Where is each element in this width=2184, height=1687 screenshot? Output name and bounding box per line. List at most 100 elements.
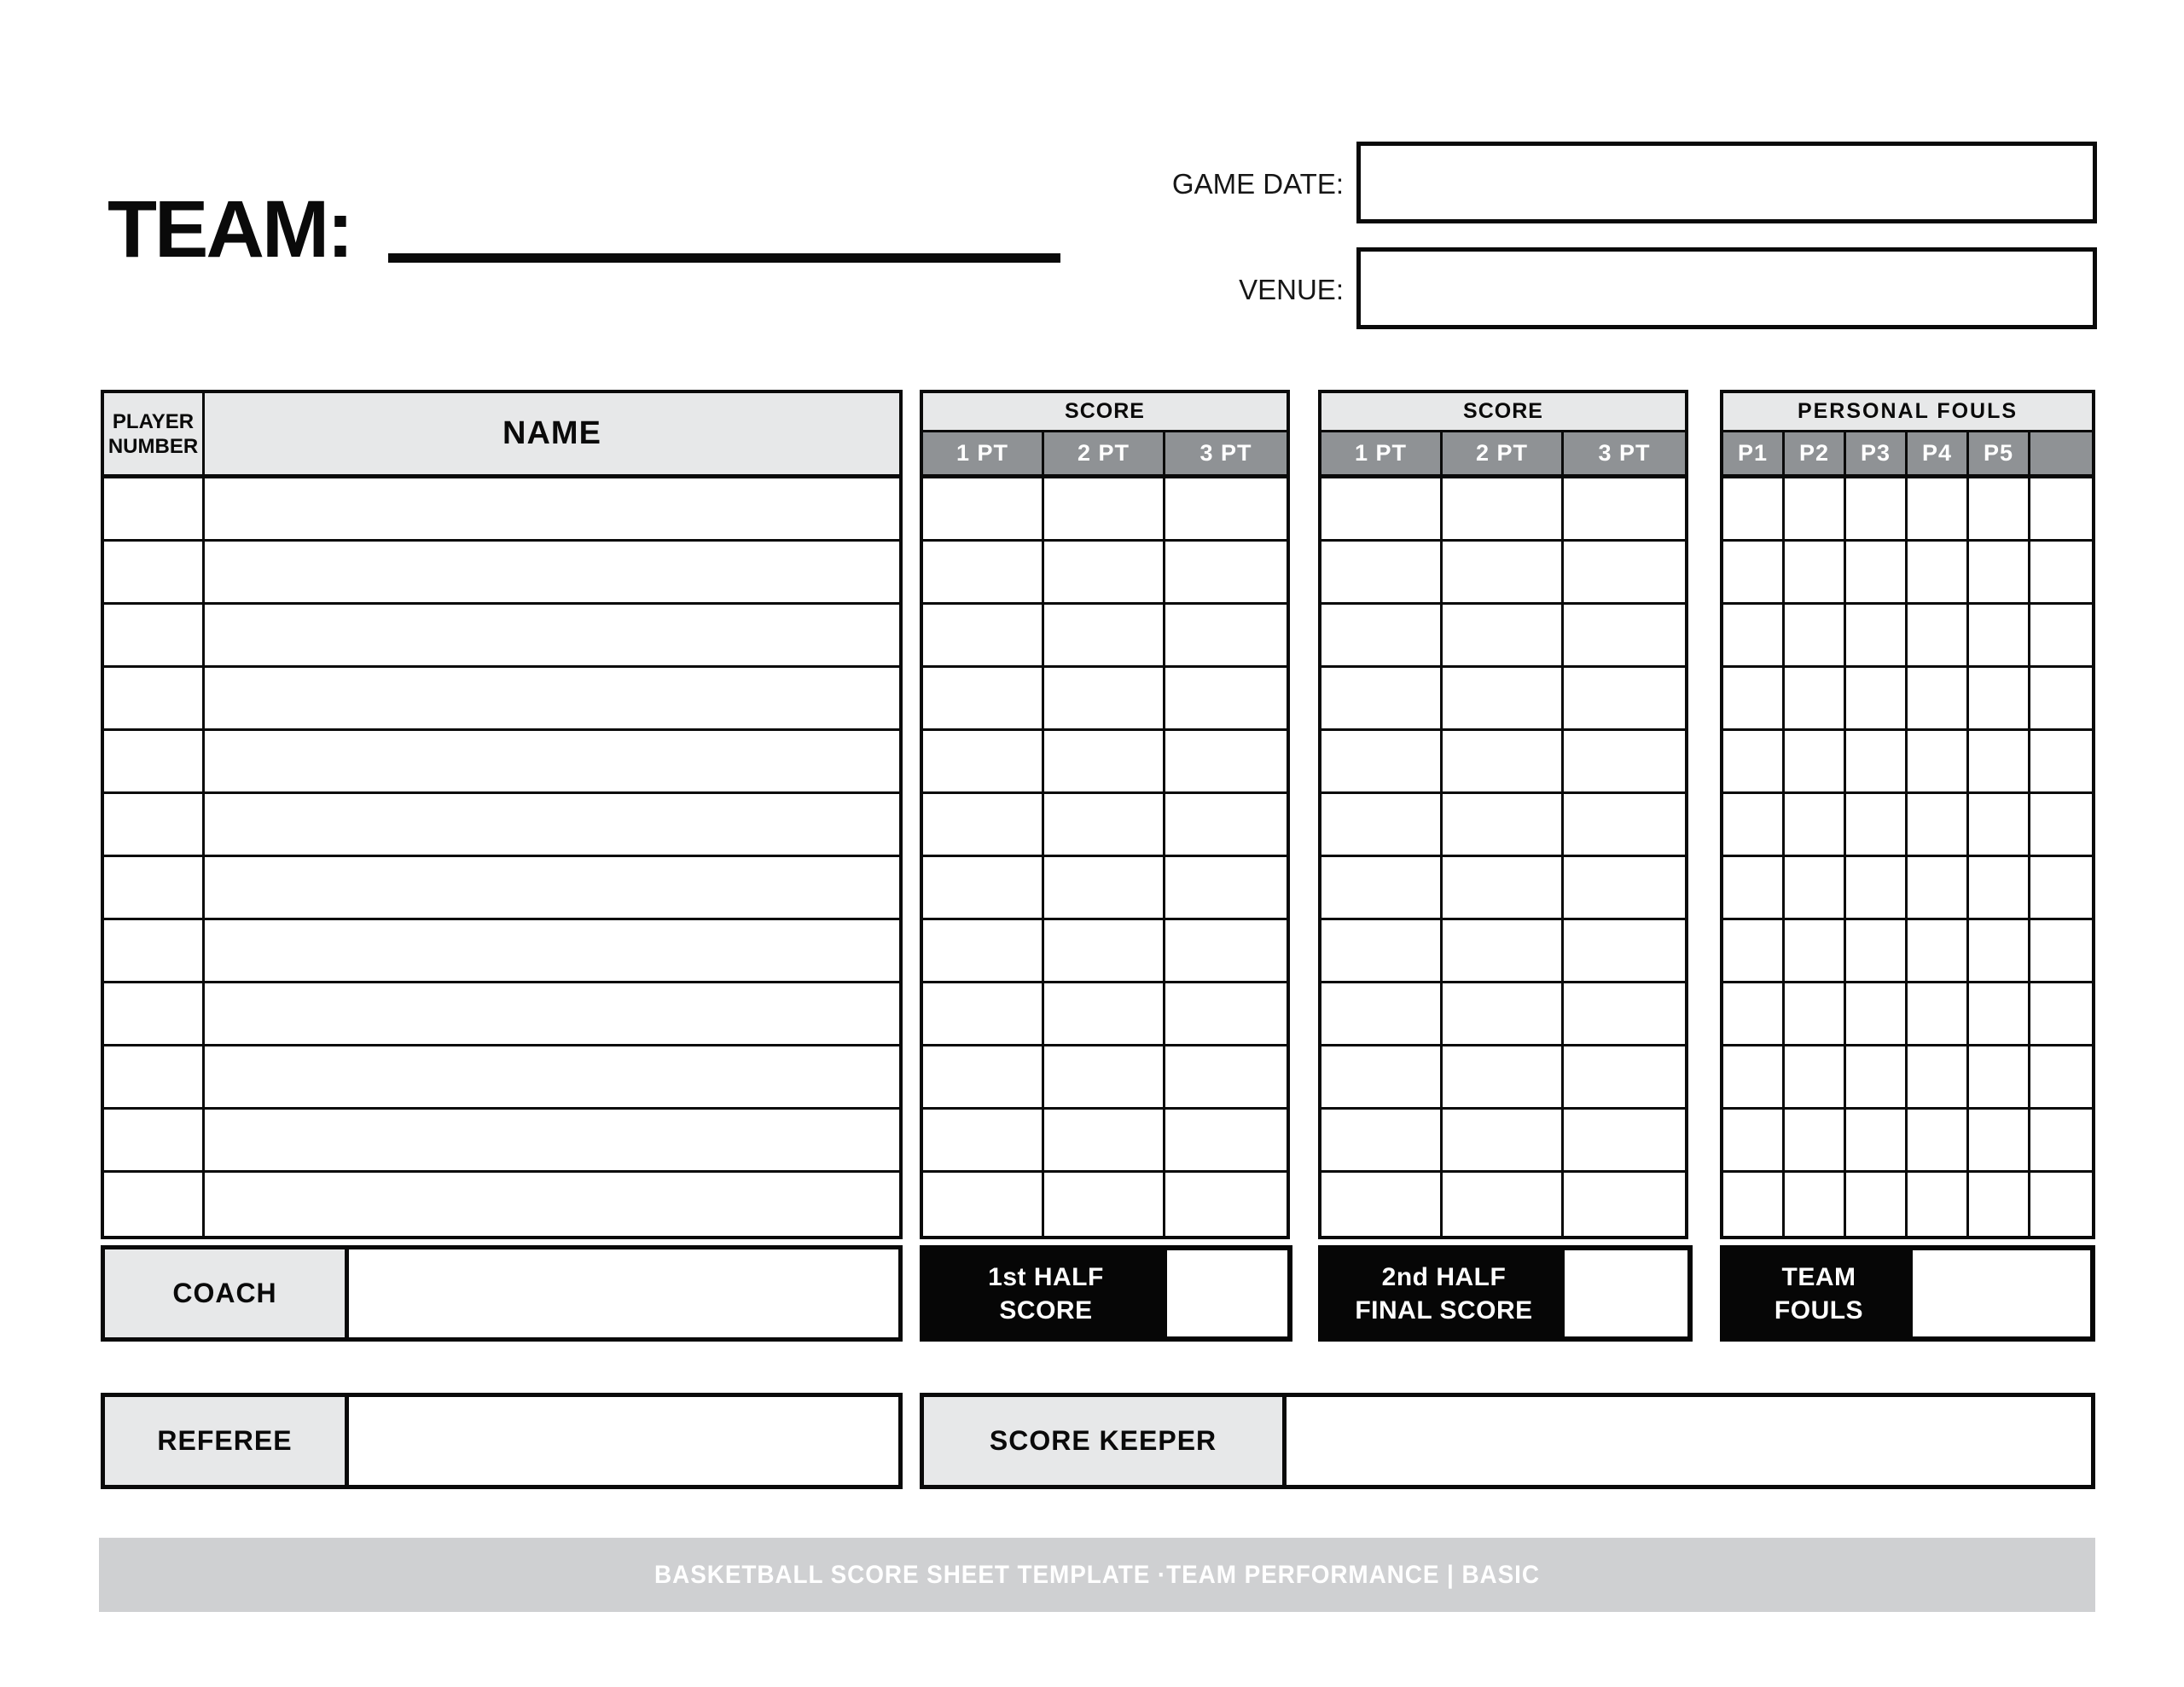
foul-cell[interactable] (1785, 731, 1846, 794)
venue-input[interactable] (1356, 247, 2097, 329)
foul-cell[interactable] (1723, 1046, 1785, 1110)
foul-cell[interactable] (1723, 478, 1785, 542)
score-cell[interactable] (923, 1110, 1044, 1173)
foul-cell[interactable] (1908, 668, 1969, 731)
player-number-cell[interactable] (104, 1173, 205, 1236)
foul-cell[interactable] (1723, 1110, 1785, 1173)
foul-cell[interactable] (1908, 1173, 1969, 1236)
score-cell[interactable] (923, 983, 1044, 1046)
player-number-cell[interactable] (104, 983, 205, 1046)
foul-cell[interactable] (1969, 478, 2030, 542)
score-cell[interactable] (1165, 1046, 1287, 1110)
foul-cell[interactable] (1785, 857, 1846, 920)
foul-cell[interactable] (2030, 605, 2092, 668)
score-cell[interactable] (1165, 731, 1287, 794)
score-cell[interactable] (1044, 857, 1165, 920)
foul-cell[interactable] (2030, 794, 2092, 857)
score-cell[interactable] (923, 794, 1044, 857)
foul-cell[interactable] (1846, 983, 1908, 1046)
foul-cell[interactable] (1969, 794, 2030, 857)
foul-cell[interactable] (1785, 920, 1846, 983)
score-cell[interactable] (1165, 1173, 1287, 1236)
foul-cell[interactable] (1969, 605, 2030, 668)
foul-cell[interactable] (1723, 1173, 1785, 1236)
player-number-cell[interactable] (104, 794, 205, 857)
foul-cell[interactable] (1908, 983, 1969, 1046)
score-cell[interactable] (1165, 857, 1287, 920)
score-cell[interactable] (923, 668, 1044, 731)
player-number-cell[interactable] (104, 668, 205, 731)
player-name-cell[interactable] (205, 542, 899, 605)
foul-cell[interactable] (1969, 857, 2030, 920)
score-cell[interactable] (1443, 920, 1564, 983)
foul-cell[interactable] (1723, 983, 1785, 1046)
score-cell[interactable] (1564, 1173, 1685, 1236)
score-cell[interactable] (1564, 478, 1685, 542)
score-cell[interactable] (923, 731, 1044, 794)
player-number-cell[interactable] (104, 1110, 205, 1173)
score-cell[interactable] (1321, 605, 1443, 668)
score-cell[interactable] (1044, 668, 1165, 731)
score-cell[interactable] (923, 478, 1044, 542)
coach-input[interactable] (349, 1249, 898, 1337)
score-cell[interactable] (1044, 731, 1165, 794)
player-name-cell[interactable] (205, 605, 899, 668)
score-cell[interactable] (1564, 605, 1685, 668)
score-cell[interactable] (1321, 542, 1443, 605)
score-cell[interactable] (1044, 1110, 1165, 1173)
foul-cell[interactable] (1846, 605, 1908, 668)
score-cell[interactable] (1044, 605, 1165, 668)
score-cell[interactable] (1321, 1173, 1443, 1236)
foul-cell[interactable] (1908, 857, 1969, 920)
player-number-cell[interactable] (104, 1046, 205, 1110)
score-cell[interactable] (1165, 542, 1287, 605)
foul-cell[interactable] (1846, 1110, 1908, 1173)
score-cell[interactable] (1443, 668, 1564, 731)
player-name-cell[interactable] (205, 1110, 899, 1173)
score-cell[interactable] (1044, 1173, 1165, 1236)
score-cell[interactable] (1443, 542, 1564, 605)
score-cell[interactable] (923, 857, 1044, 920)
score-cell[interactable] (1165, 605, 1287, 668)
player-number-cell[interactable] (104, 478, 205, 542)
score-cell[interactable] (1443, 857, 1564, 920)
foul-cell[interactable] (2030, 1173, 2092, 1236)
score-cell[interactable] (1321, 920, 1443, 983)
score-cell[interactable] (1443, 605, 1564, 668)
foul-cell[interactable] (1723, 668, 1785, 731)
player-name-cell[interactable] (205, 983, 899, 1046)
foul-cell[interactable] (1785, 1110, 1846, 1173)
team-fouls-input[interactable] (1913, 1250, 2090, 1336)
score-cell[interactable] (1321, 731, 1443, 794)
player-number-cell[interactable] (104, 920, 205, 983)
foul-cell[interactable] (2030, 857, 2092, 920)
score-cell[interactable] (923, 920, 1044, 983)
foul-cell[interactable] (1846, 857, 1908, 920)
foul-cell[interactable] (2030, 668, 2092, 731)
foul-cell[interactable] (1908, 542, 1969, 605)
foul-cell[interactable] (2030, 1046, 2092, 1110)
foul-cell[interactable] (1723, 731, 1785, 794)
score-cell[interactable] (1564, 794, 1685, 857)
foul-cell[interactable] (1908, 920, 1969, 983)
foul-cell[interactable] (1723, 542, 1785, 605)
foul-cell[interactable] (1846, 668, 1908, 731)
foul-cell[interactable] (1908, 1046, 1969, 1110)
score-cell[interactable] (1564, 983, 1685, 1046)
score-cell[interactable] (1165, 668, 1287, 731)
team-name-blank-line[interactable] (388, 253, 1060, 263)
foul-cell[interactable] (1969, 542, 2030, 605)
score-cell[interactable] (923, 605, 1044, 668)
foul-cell[interactable] (1785, 1173, 1846, 1236)
score-cell[interactable] (1564, 1110, 1685, 1173)
score-cell[interactable] (1564, 857, 1685, 920)
foul-cell[interactable] (1969, 1046, 2030, 1110)
foul-cell[interactable] (1846, 1173, 1908, 1236)
player-name-cell[interactable] (205, 920, 899, 983)
foul-cell[interactable] (1723, 605, 1785, 668)
score-keeper-input[interactable] (1287, 1397, 2091, 1485)
foul-cell[interactable] (1785, 794, 1846, 857)
score-cell[interactable] (1044, 478, 1165, 542)
score-cell[interactable] (1044, 794, 1165, 857)
score-cell[interactable] (1165, 920, 1287, 983)
